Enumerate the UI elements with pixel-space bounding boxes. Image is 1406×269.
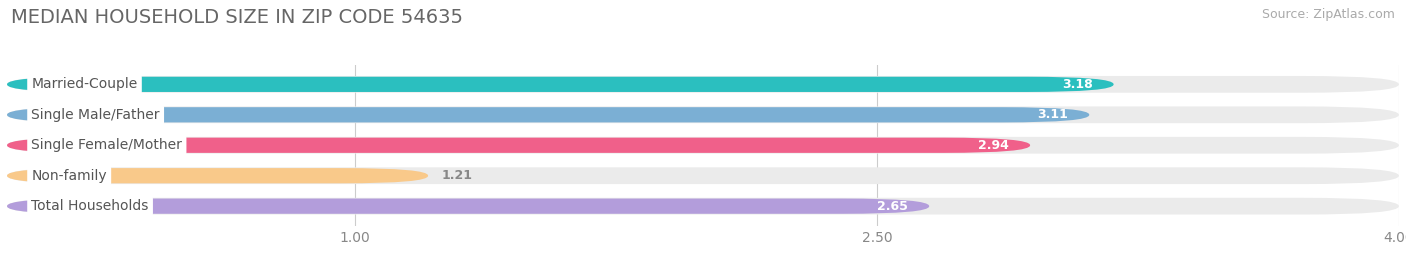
Text: 2.65: 2.65	[877, 200, 908, 213]
FancyBboxPatch shape	[7, 137, 1399, 154]
Text: 2.94: 2.94	[979, 139, 1010, 152]
Text: Non-family: Non-family	[31, 169, 107, 183]
Text: Source: ZipAtlas.com: Source: ZipAtlas.com	[1261, 8, 1395, 21]
Text: Married-Couple: Married-Couple	[31, 77, 138, 91]
FancyBboxPatch shape	[7, 199, 929, 214]
FancyBboxPatch shape	[7, 138, 1031, 153]
FancyBboxPatch shape	[7, 167, 1399, 184]
FancyBboxPatch shape	[7, 198, 1399, 215]
Text: Single Male/Father: Single Male/Father	[31, 108, 160, 122]
FancyBboxPatch shape	[7, 168, 427, 183]
FancyBboxPatch shape	[7, 76, 1399, 93]
Text: 1.21: 1.21	[441, 169, 472, 182]
FancyBboxPatch shape	[7, 107, 1399, 123]
FancyBboxPatch shape	[7, 107, 1090, 122]
Text: Single Female/Mother: Single Female/Mother	[31, 138, 183, 152]
Text: MEDIAN HOUSEHOLD SIZE IN ZIP CODE 54635: MEDIAN HOUSEHOLD SIZE IN ZIP CODE 54635	[11, 8, 463, 27]
FancyBboxPatch shape	[7, 77, 1114, 92]
Text: 3.18: 3.18	[1062, 78, 1092, 91]
Text: 3.11: 3.11	[1038, 108, 1069, 121]
Text: Total Households: Total Households	[31, 199, 149, 213]
